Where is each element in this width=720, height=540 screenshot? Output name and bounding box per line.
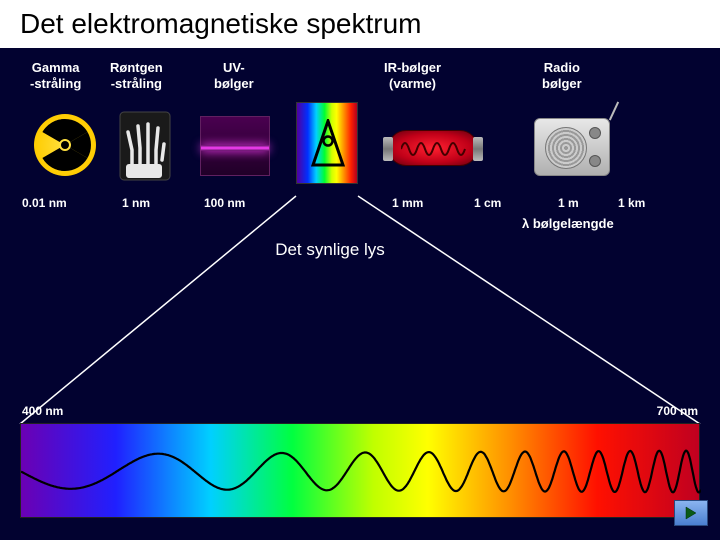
band-label-gamma: Gamma -stråling [30,60,81,91]
title-text: Det elektromagnetiske spektrum [20,8,422,39]
tick-1mm: 1 mm [392,196,423,210]
tick-1nm: 1 nm [122,196,150,210]
ir-heater-icon [388,130,478,166]
page-title: Det elektromagnetiske spektrum [0,0,720,48]
next-button[interactable] [674,500,708,526]
tick-100nm: 100 nm [204,196,245,210]
visible-spectrum-bar [20,423,700,518]
band-label-uv: UV- bølger [214,60,254,91]
visible-range-right: 700 nm [657,404,698,418]
play-icon [683,505,699,521]
wavelength-axis-label: λ bølgelængde [522,216,614,231]
visible-prism-icon [296,108,358,190]
icon-row [0,108,720,188]
visible-light-caption: Det synlige lys [230,240,430,260]
tick-1m: 1 m [558,196,579,210]
tick-1km: 1 km [618,196,645,210]
visible-range-left: 400 nm [22,404,63,418]
band-labels: Gamma -stråling Røntgen -stråling UV- bø… [0,60,720,100]
band-label-xray: Røntgen -stråling [110,60,163,91]
gamma-icon [34,114,96,176]
tick-0.01nm: 0.01 nm [22,196,67,210]
uv-icon [200,116,270,176]
radio-icon [534,118,610,176]
xray-hand-icon [118,110,172,187]
diagram-area: Gamma -stråling Røntgen -stråling UV- bø… [0,48,720,538]
band-label-radio: Radio bølger [542,60,582,91]
wave-overlay [21,424,701,519]
band-label-ir: IR-bølger (varme) [384,60,441,91]
tick-1cm: 1 cm [474,196,501,210]
